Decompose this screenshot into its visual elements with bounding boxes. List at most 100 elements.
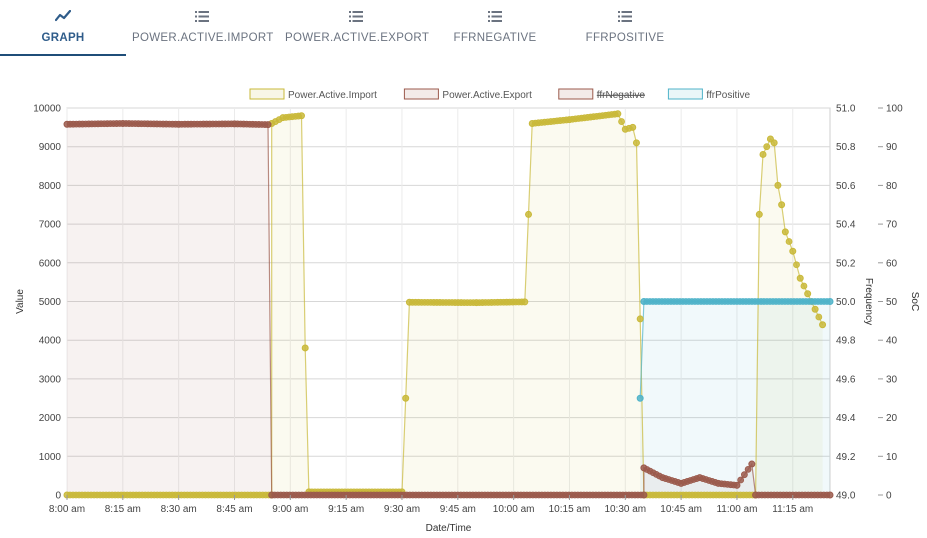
data-point [811, 305, 819, 313]
data-point [297, 112, 305, 120]
data-point [826, 298, 834, 305]
list-icon [617, 9, 633, 22]
y2-tick-label: 49.0 [836, 491, 856, 502]
data-point [640, 491, 648, 499]
x-tick-label: 9:15 am [328, 504, 364, 515]
x-tick-label: 9:00 am [272, 504, 308, 515]
tab-ffrnegative[interactable]: FFRNEGATIVE [440, 0, 550, 54]
data-point [815, 313, 823, 321]
data-point [525, 210, 533, 218]
y3-tick-label: 80 [886, 181, 898, 192]
data-point [402, 394, 410, 402]
y2-tick-label: 50.8 [836, 142, 856, 153]
y-tick-label: 8000 [39, 181, 62, 192]
legend-item[interactable]: ffrNegative [558, 88, 646, 101]
y3-tick-label: 70 [886, 220, 898, 231]
y3-tick-label: 90 [886, 142, 898, 153]
tab-graph[interactable]: GRAPH [0, 0, 126, 56]
legend-label: ffrPositive [706, 90, 750, 101]
legend-label: Power.Active.Import [288, 90, 377, 101]
y3-tick-label: 60 [886, 258, 898, 269]
data-point [793, 261, 800, 269]
data-point [737, 476, 745, 484]
y-tick-label: 4000 [39, 336, 62, 347]
y3-tick-label: 100 [886, 104, 903, 115]
legend-label: Power.Active.Export [442, 90, 532, 101]
x-axis-title: Date/Time [426, 523, 472, 534]
legend-item[interactable]: ffrPositive [667, 88, 751, 101]
data-point [759, 150, 767, 158]
list-icon [487, 9, 503, 22]
y-tick-label: 5000 [39, 297, 62, 308]
list-icon [194, 9, 210, 22]
y2-tick-label: 50.0 [836, 297, 856, 308]
data-point [819, 321, 827, 329]
data-point [740, 471, 748, 479]
list-icon [348, 9, 364, 22]
y2-tick-label: 49.6 [836, 374, 856, 385]
legend-item[interactable]: Power.Active.Import [249, 88, 377, 101]
series-area-3 [640, 301, 830, 495]
data-point [826, 491, 834, 499]
x-tick-label: 10:15 am [549, 504, 591, 515]
y-tick-label: 9000 [39, 142, 62, 153]
x-tick-label: 10:45 am [660, 504, 702, 515]
tab-power-active-export-label: POWER.ACTIVE.EXPORT [285, 32, 430, 44]
data-point [521, 298, 529, 306]
data-point [770, 139, 778, 147]
x-tick-label: 10:30 am [604, 504, 646, 515]
x-tick-label: 11:00 am [716, 504, 757, 515]
tab-power-active-import-label: POWER.ACTIVE.IMPORT [132, 32, 274, 44]
data-point [632, 139, 640, 147]
y3-tick-label: 10 [886, 452, 898, 463]
y2-tick-label: 49.2 [836, 452, 856, 463]
data-point [636, 315, 644, 323]
data-point [796, 274, 804, 282]
x-tick-label: 8:45 am [216, 504, 252, 515]
y3-tick-label: 40 [886, 336, 898, 347]
tab-ffrpositive[interactable]: FFRPOSITIVE [568, 0, 682, 54]
data-point [781, 228, 789, 236]
tab-graph-label: GRAPH [41, 32, 85, 44]
y3-tick-label: 20 [886, 413, 898, 424]
tab-ffrpositive-label: FFRPOSITIVE [585, 32, 665, 44]
x-tick-label: 9:30 am [384, 504, 420, 515]
tab-power-active-export[interactable]: POWER.ACTIVE.EXPORT [285, 0, 430, 54]
tab-power-active-import[interactable]: POWER.ACTIVE.IMPORT [132, 0, 274, 54]
x-tick-label: 8:00 am [49, 504, 85, 515]
x-tick-label: 10:00 am [493, 504, 535, 515]
y2-tick-label: 49.4 [836, 413, 856, 424]
data-point [636, 394, 644, 402]
data-point [618, 118, 625, 125]
data-point [748, 460, 756, 468]
data-point [744, 465, 752, 473]
line-chart-icon [54, 9, 72, 22]
data-point [785, 238, 793, 245]
x-tick-label: 9:45 am [440, 504, 476, 515]
data-point [629, 123, 637, 131]
data-point [614, 110, 622, 118]
y-tick-label: 3000 [39, 374, 62, 385]
tab-bar: GRAPH POWER.ACTIVE.IMPORT POWER.ACTIVE.E… [0, 0, 927, 56]
data-point [800, 282, 808, 290]
x-tick-label: 11:15 am [772, 504, 813, 515]
y-tick-label: 7000 [39, 220, 62, 231]
chart: 0100020003000400050006000700080009000100… [15, 88, 920, 534]
data-point [264, 121, 272, 129]
data-point [778, 201, 786, 209]
y3-axis-title: SoC [909, 292, 920, 311]
legend-item[interactable]: Power.Active.Export [403, 88, 532, 101]
chart-points [63, 110, 834, 499]
y2-axis-title: Frequency [863, 278, 874, 325]
y-tick-label: 6000 [39, 258, 62, 269]
y3-tick-label: 0 [886, 491, 892, 502]
chart-legend[interactable]: Power.Active.Import Power.Active.Export ff… [249, 88, 751, 101]
chart-grid [66, 107, 831, 496]
y-axis-title: Value [15, 289, 26, 314]
data-point [774, 181, 782, 189]
legend-swatch [249, 88, 285, 100]
series-area-1 [67, 123, 830, 495]
x-tick-label: 8:30 am [161, 504, 197, 515]
x-tick-label: 8:15 am [105, 504, 141, 515]
legend-swatch [403, 88, 439, 100]
